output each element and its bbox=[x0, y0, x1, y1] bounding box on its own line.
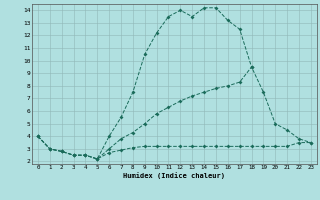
X-axis label: Humidex (Indice chaleur): Humidex (Indice chaleur) bbox=[124, 172, 225, 179]
